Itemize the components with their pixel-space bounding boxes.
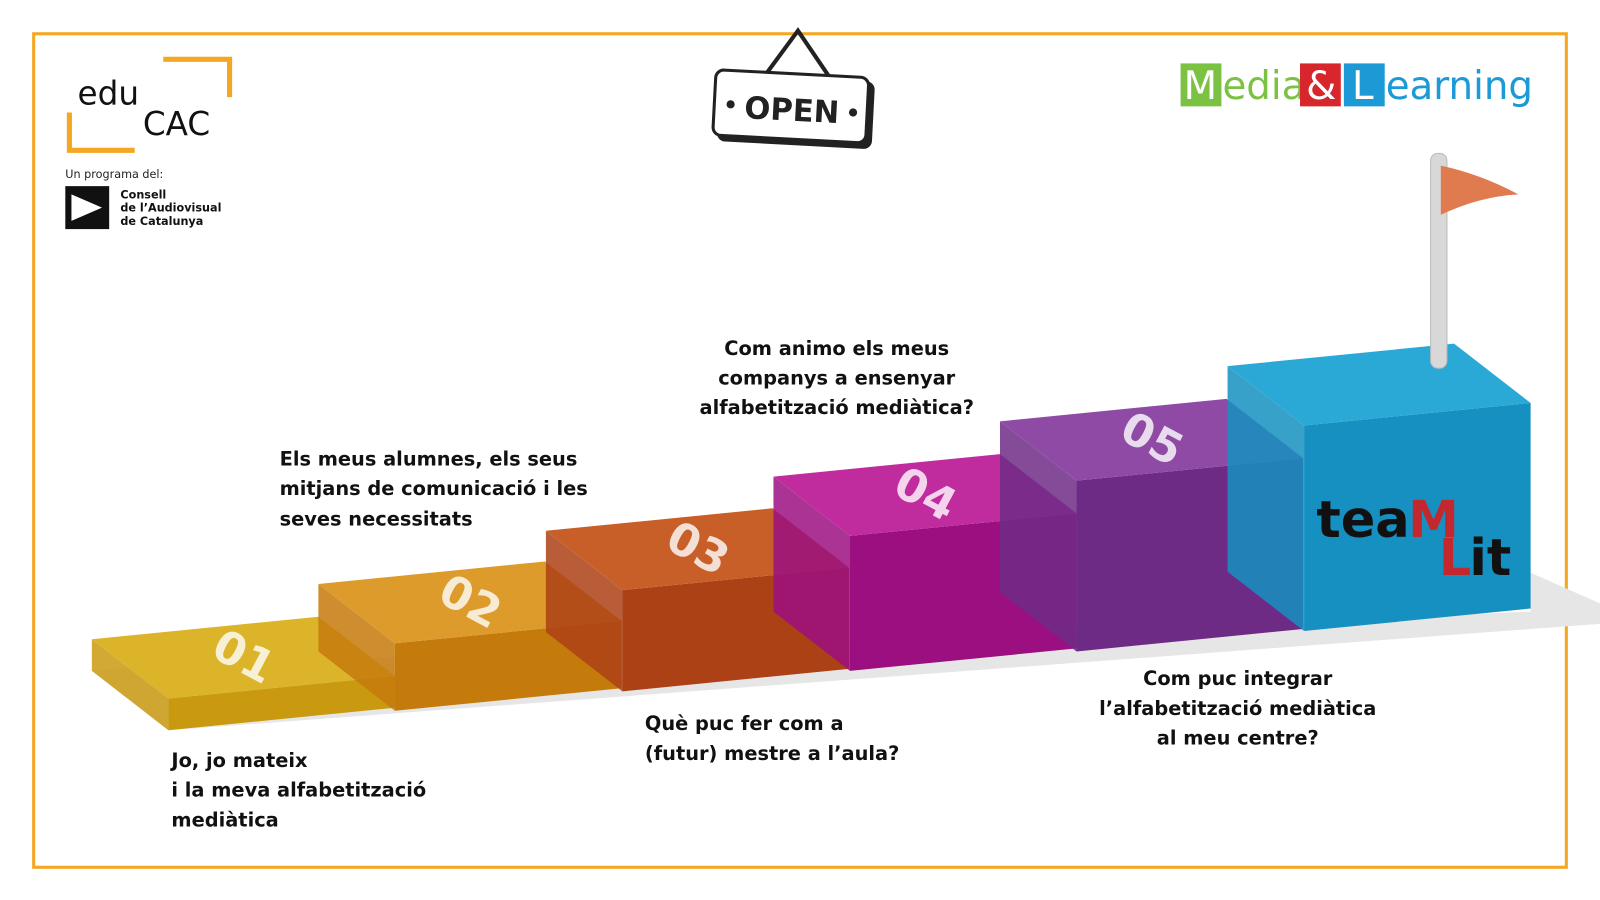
step-labels: Jo, jo mateix i la meva alfabetització m… bbox=[169, 337, 1376, 832]
logo-text: L bbox=[1352, 64, 1374, 109]
step-top bbox=[1227, 343, 1531, 426]
sign-string bbox=[761, 27, 835, 83]
logo-text: earning bbox=[1386, 64, 1533, 109]
step-label: Els meus alumnes, els seus bbox=[280, 447, 578, 470]
step-label: mediàtica bbox=[171, 808, 278, 831]
dot bbox=[848, 108, 858, 117]
sign-text: OPEN bbox=[743, 91, 840, 131]
step-label: Què puc fer com a bbox=[645, 712, 844, 735]
step-side bbox=[1227, 366, 1305, 632]
sign-board bbox=[711, 68, 871, 145]
logo-text: edu bbox=[78, 74, 140, 112]
step-label: alfabetització mediàtica? bbox=[700, 396, 974, 419]
step-front bbox=[1304, 402, 1531, 632]
teamlit-logo: tea M L it bbox=[1316, 491, 1511, 588]
open-sign: OPEN bbox=[711, 27, 875, 149]
logo-caption: de Catalunya bbox=[120, 215, 203, 228]
step-label: Com animo els meus bbox=[724, 337, 949, 360]
logo-text: tea bbox=[1316, 491, 1409, 550]
step-label: Jo, jo mateix bbox=[169, 749, 308, 772]
logo-text: & bbox=[1306, 64, 1336, 109]
step-side bbox=[545, 530, 623, 692]
step-label: Com puc integrar bbox=[1143, 667, 1333, 690]
flag bbox=[1430, 152, 1519, 369]
step-label: l’alfabetització mediàtica bbox=[1099, 697, 1376, 720]
step-label: companys a ensenyar bbox=[718, 367, 955, 390]
step-side bbox=[1000, 421, 1077, 652]
logo-text: L bbox=[1439, 529, 1472, 588]
step-label: (futur) mestre a l’aula? bbox=[645, 742, 899, 765]
media-learning-logo: M edia & L earning bbox=[1180, 63, 1533, 109]
logo-text: CAC bbox=[143, 105, 210, 143]
step-top bbox=[318, 561, 622, 644]
step-top bbox=[545, 508, 849, 591]
logo-text: M bbox=[1184, 64, 1217, 109]
logo-box bbox=[1180, 63, 1222, 107]
logo-text: edia bbox=[1222, 64, 1305, 109]
flag-cloth bbox=[1440, 165, 1519, 215]
logo-caption: de l’Audiovisual bbox=[120, 202, 221, 215]
step-top bbox=[1000, 398, 1304, 481]
step-label: mitjans de comunicació i les bbox=[280, 477, 588, 500]
step-side bbox=[318, 583, 395, 711]
step-side bbox=[91, 639, 169, 731]
logo-box bbox=[1343, 63, 1385, 107]
logo-text: M bbox=[1408, 491, 1459, 550]
logo-text: it bbox=[1469, 529, 1511, 588]
bracket bbox=[163, 56, 233, 98]
cac-icon-shape bbox=[71, 194, 103, 221]
dot bbox=[726, 100, 735, 109]
step-label: seves necessitats bbox=[280, 508, 473, 531]
step-front bbox=[168, 676, 395, 731]
step-side bbox=[773, 476, 850, 671]
logo-box bbox=[1300, 63, 1341, 107]
step-label: al meu centre? bbox=[1157, 727, 1319, 750]
step-label: i la meva alfabetització bbox=[171, 779, 426, 802]
bracket bbox=[66, 112, 135, 153]
educac-logo: edu CAC Un programa del: Consell de l’Au… bbox=[65, 56, 233, 230]
logo-caption: Consell bbox=[120, 188, 166, 201]
logo-caption: Un programa del: bbox=[65, 168, 163, 181]
